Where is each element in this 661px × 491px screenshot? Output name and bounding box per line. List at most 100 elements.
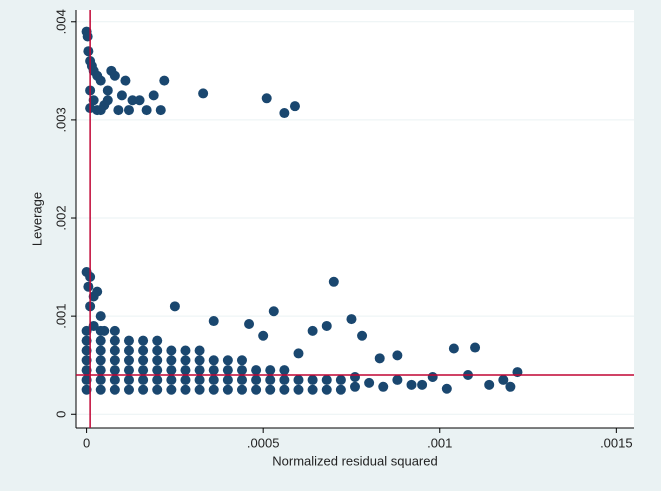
point: [289, 101, 300, 112]
point: [335, 374, 346, 385]
point: [138, 355, 149, 366]
point: [180, 355, 191, 366]
point: [152, 345, 163, 356]
point: [88, 95, 99, 106]
point: [378, 381, 389, 392]
point: [392, 374, 403, 385]
point: [251, 374, 262, 385]
x-axis-title: Normalized residual squared: [272, 453, 437, 468]
point: [123, 374, 134, 385]
point: [357, 330, 368, 341]
point: [470, 342, 481, 353]
point: [258, 330, 269, 341]
y-axis-title: Leverage: [29, 192, 44, 246]
point: [346, 314, 357, 325]
point: [109, 355, 120, 366]
point: [498, 374, 509, 385]
point: [95, 374, 106, 385]
point: [148, 90, 159, 101]
point: [350, 381, 360, 392]
point: [123, 355, 134, 366]
x-tick-label: .001: [427, 435, 452, 450]
point: [251, 384, 262, 395]
point: [194, 355, 205, 366]
point: [123, 335, 134, 346]
point: [81, 335, 92, 346]
point: [95, 384, 106, 395]
point: [95, 355, 106, 366]
x-tick-label: 0: [83, 435, 90, 450]
point: [109, 325, 120, 336]
point: [138, 384, 149, 395]
point: [293, 384, 304, 395]
point: [374, 353, 385, 364]
point: [134, 95, 145, 106]
point: [113, 105, 124, 116]
point: [95, 105, 106, 116]
point: [279, 365, 290, 376]
plot-area: [76, 10, 634, 428]
point: [279, 384, 290, 395]
point: [244, 318, 255, 329]
point: [392, 350, 403, 361]
point: [293, 348, 304, 359]
point: [120, 75, 131, 86]
point: [81, 345, 92, 356]
point: [208, 365, 219, 376]
point: [95, 75, 106, 86]
point: [123, 384, 134, 395]
point: [81, 384, 92, 395]
point: [152, 365, 163, 376]
point: [417, 379, 428, 390]
point: [152, 384, 163, 395]
point: [406, 379, 417, 390]
point: [194, 345, 205, 356]
point: [166, 355, 177, 366]
point: [208, 355, 219, 366]
point: [152, 355, 163, 366]
point: [152, 374, 163, 385]
point: [194, 365, 205, 376]
point: [123, 105, 134, 116]
point: [180, 384, 191, 395]
point: [95, 345, 106, 356]
point: [208, 316, 219, 327]
y-tick-label: .004: [53, 9, 68, 34]
point: [166, 384, 177, 395]
point: [236, 374, 247, 385]
point: [95, 365, 106, 376]
point: [236, 384, 247, 395]
point: [138, 335, 149, 346]
point: [83, 281, 94, 292]
point: [198, 88, 209, 99]
point: [123, 345, 134, 356]
point: [127, 95, 138, 106]
point: [335, 384, 346, 395]
point: [307, 325, 318, 336]
point: [222, 384, 233, 395]
point: [180, 345, 191, 356]
point: [109, 335, 120, 346]
point: [95, 325, 106, 336]
point: [166, 374, 177, 385]
point: [236, 365, 247, 376]
point: [484, 379, 495, 390]
point: [321, 384, 332, 395]
point: [152, 335, 163, 346]
point: [321, 374, 332, 385]
point: [81, 374, 92, 385]
point: [222, 355, 233, 366]
point: [109, 70, 120, 81]
point: [307, 384, 318, 395]
point: [194, 374, 205, 385]
point: [208, 374, 219, 385]
point: [88, 320, 99, 331]
point: [261, 93, 272, 104]
point: [293, 374, 304, 385]
point: [123, 365, 134, 376]
point: [265, 384, 276, 395]
point: [222, 374, 233, 385]
point: [109, 365, 120, 376]
point: [321, 320, 332, 331]
